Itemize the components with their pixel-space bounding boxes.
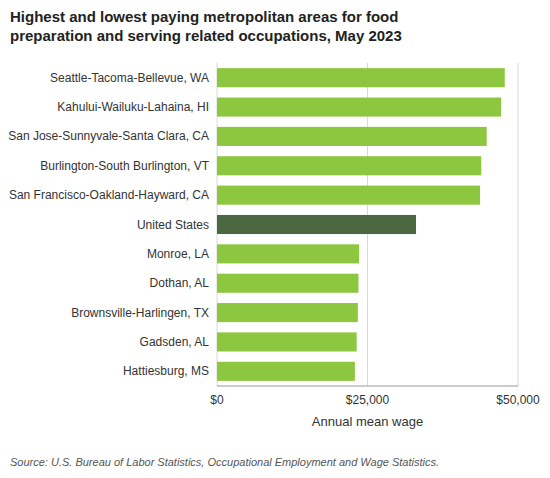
title: Highest and lowest paying metropolitan a… [10,8,402,44]
bar [217,303,358,322]
bar [217,244,359,263]
x-axis-label: Annual mean wage [312,414,423,429]
x-axis-line [217,386,518,387]
bar [217,68,505,87]
bar [217,362,355,381]
tick-label: $25,000 [346,393,390,407]
bar [217,186,480,205]
source-note: Source: U.S. Bureau of Labor Statistics,… [10,456,439,468]
bars [217,68,505,381]
title-line: preparation and serving related occupati… [10,27,402,44]
chart: Highest and lowest paying metropolitan a… [0,0,550,478]
tick-label: $50,000 [496,393,540,407]
category-label: Hattiesburg, MS [123,364,209,378]
category-label: Burlington-South Burlington, VT [40,159,209,173]
title-line: Highest and lowest paying metropolitan a… [10,8,398,25]
category-label: Dothan, AL [150,276,210,290]
category-label: United States [137,218,209,232]
bar [217,274,358,293]
category-label: San Francisco-Oakland-Hayward, CA [9,188,209,202]
category-label: Kahului-Wailuku-Lahaina, HI [57,100,209,114]
tick-label: $0 [210,393,224,407]
grid [217,63,518,386]
bar [217,332,357,351]
bar [217,127,487,146]
category-label: Brownsville-Harlingen, TX [71,306,209,320]
category-label: Gadsden, AL [140,335,210,349]
category-label: Seattle-Tacoma-Bellevue, WA [50,71,209,85]
grid-line [518,63,519,386]
bar [217,215,416,234]
category-label: San Jose-Sunnyvale-Santa Clara, CA [8,129,209,143]
bar [217,98,501,117]
bar [217,156,481,175]
category-label: Monroe, LA [147,247,209,261]
